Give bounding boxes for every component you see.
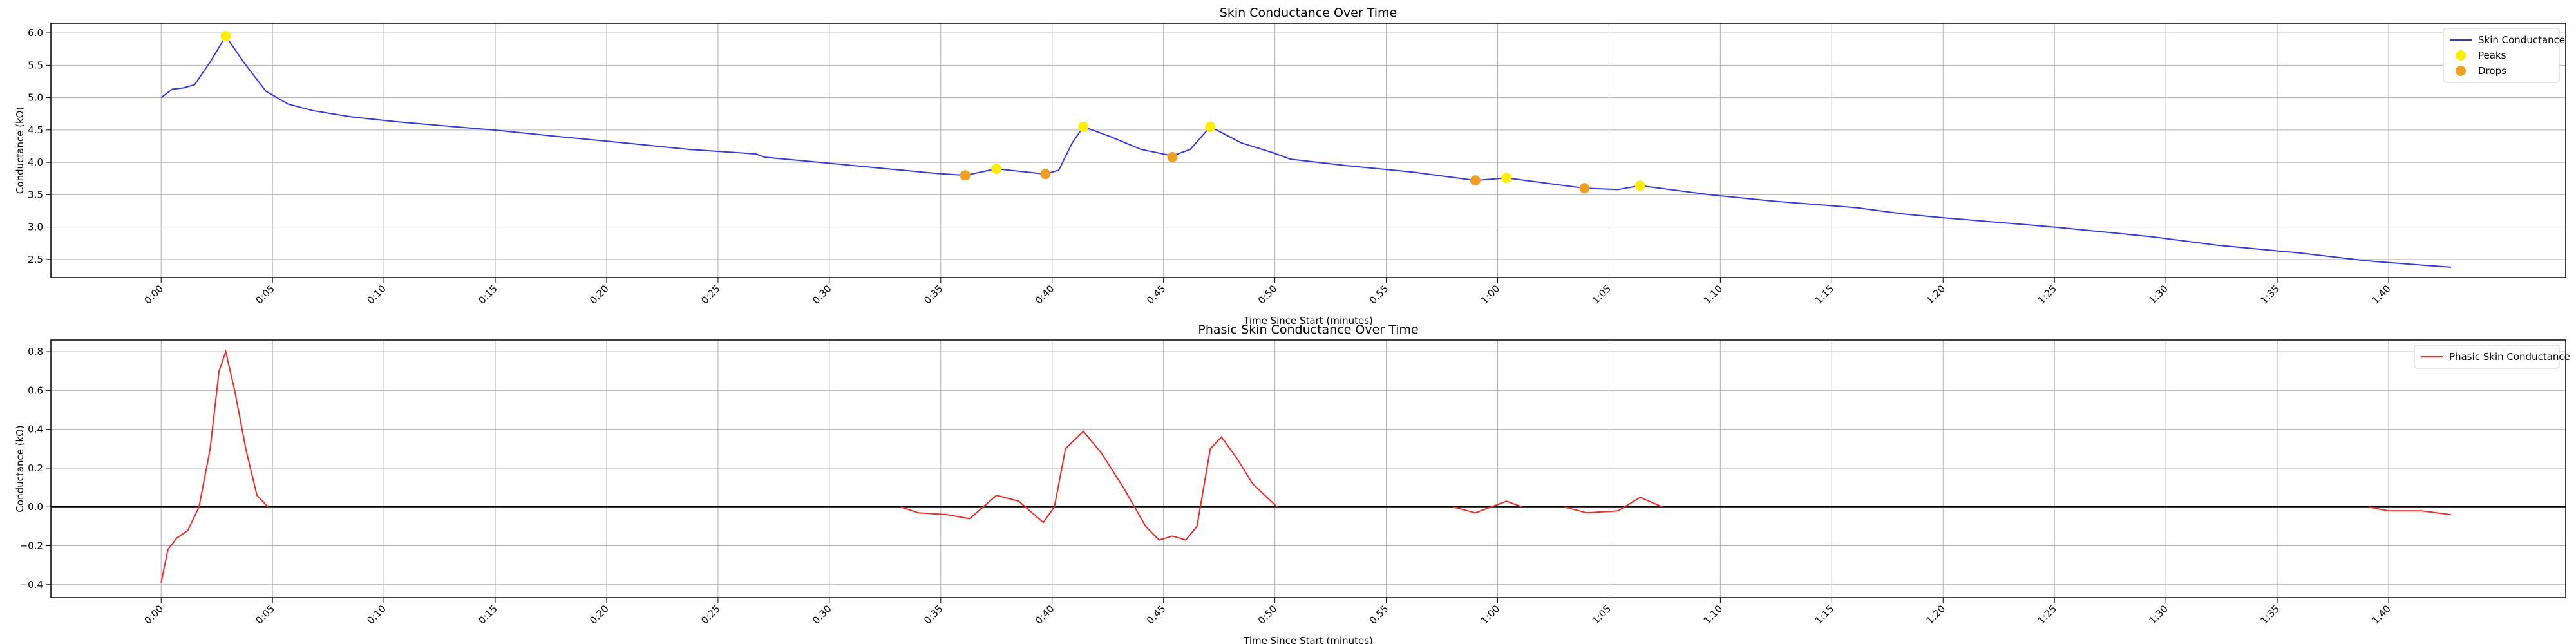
- y-tick-label: 2.5: [28, 254, 43, 265]
- plot-frame: [50, 23, 2566, 278]
- y-tick-label: 0.6: [28, 384, 43, 396]
- y-tick-label: 6.0: [28, 27, 43, 39]
- legend-swatch: [2456, 66, 2466, 76]
- y-tick-label: −0.2: [20, 540, 43, 552]
- chart-title: Phasic Skin Conductance Over Time: [1198, 323, 1418, 337]
- x-tick-label: 0:20: [587, 603, 611, 627]
- point: [1167, 152, 1178, 163]
- x-tick-label: 1:00: [1479, 283, 1502, 307]
- x-tick-label: 1:35: [2258, 283, 2282, 307]
- legend-box: [2414, 345, 2560, 369]
- x-axis-label: Time Since Start (minutes): [1243, 635, 1373, 644]
- legend-box: [2443, 28, 2560, 83]
- x-tick-label: 0:00: [142, 603, 166, 627]
- legend-swatch: [2456, 50, 2466, 61]
- x-tick-label: 1:25: [2035, 603, 2059, 627]
- x-tick-label: 0:40: [1033, 603, 1057, 627]
- x-tick-label: 0:05: [253, 603, 277, 627]
- y-tick-label: 3.0: [28, 222, 43, 233]
- x-tick-label: 0:25: [699, 283, 723, 307]
- y-tick-label: 3.5: [28, 189, 43, 200]
- x-tick-label: 0:45: [1144, 283, 1168, 307]
- y-tick-label: 5.5: [28, 59, 43, 71]
- point: [220, 31, 231, 42]
- x-tick-label: 1:40: [2369, 283, 2393, 307]
- legend-label: Drops: [2478, 65, 2506, 77]
- x-tick-label: 1:30: [2146, 603, 2170, 627]
- x-axis-label: Time Since Start (minutes): [1243, 315, 1373, 327]
- y-tick-label: 0.4: [28, 424, 43, 435]
- x-tick-label: 0:20: [587, 283, 611, 307]
- x-tick-label: 0:30: [810, 603, 834, 627]
- plot-frame: [50, 339, 2566, 598]
- x-tick-label: 0:50: [1256, 603, 1280, 627]
- x-tick-label: 0:55: [1367, 283, 1391, 307]
- x-tick-label: 1:15: [1813, 283, 1837, 307]
- x-tick-label: 1:20: [1924, 283, 1948, 307]
- x-tick-label: 1:05: [1590, 603, 1614, 627]
- legend: Skin Conductance Peaks Drops: [2443, 28, 2565, 83]
- x-tick-label: 0:25: [699, 603, 723, 627]
- line: [160, 349, 2452, 583]
- y-tick-label: 0.0: [28, 501, 43, 513]
- legend: Phasic Skin Conductance: [2414, 345, 2570, 369]
- x-tick-label: 0:15: [476, 283, 500, 307]
- x-tick-label: 1:25: [2035, 283, 2059, 307]
- x-tick-label: 0:35: [922, 603, 945, 627]
- chart-title: Skin Conductance Over Time: [1220, 6, 1397, 20]
- y-tick-label: 5.0: [28, 92, 43, 104]
- legend-label: Peaks: [2478, 50, 2506, 61]
- x-tick-label: 0:30: [810, 283, 834, 307]
- x-tick-label: 0:10: [365, 603, 388, 627]
- y-tick-label: 0.2: [28, 462, 43, 474]
- point: [1078, 121, 1089, 132]
- legend-label: Phasic Skin Conductance: [2449, 351, 2570, 363]
- y-axis-label: Conductance (kΩ): [14, 425, 26, 512]
- x-tick-label: 1:20: [1924, 603, 1948, 627]
- point: [960, 170, 971, 181]
- x-tick-label: 1:10: [1701, 283, 1725, 307]
- point: [1470, 175, 1481, 186]
- x-tick-label: 0:05: [253, 283, 277, 307]
- point: [1579, 183, 1590, 194]
- line: [160, 35, 2451, 268]
- point: [1634, 180, 1645, 191]
- x-tick-label: 1:05: [1590, 283, 1614, 307]
- x-tick-label: 0:00: [142, 283, 166, 307]
- y-tick-label: 4.0: [28, 156, 43, 168]
- x-tick-label: 1:35: [2258, 603, 2282, 627]
- y-tick-label: 0.8: [28, 346, 43, 357]
- x-tick-label: 1:40: [2369, 603, 2393, 627]
- x-tick-label: 0:35: [922, 283, 945, 307]
- x-tick-label: 0:55: [1367, 603, 1391, 627]
- y-tick-label: 4.5: [28, 124, 43, 136]
- x-tick-label: 0:15: [476, 603, 500, 627]
- point: [1205, 121, 1216, 132]
- x-tick-label: 1:30: [2146, 283, 2170, 307]
- legend-label: Skin Conductance: [2478, 34, 2565, 46]
- x-tick-label: 0:10: [365, 283, 388, 307]
- x-tick-label: 0:50: [1256, 283, 1280, 307]
- x-tick-label: 0:40: [1033, 283, 1057, 307]
- point: [1040, 169, 1051, 180]
- x-tick-label: 0:45: [1144, 603, 1168, 627]
- point: [1501, 173, 1512, 184]
- y-axis-label: Conductance (kΩ): [14, 107, 26, 194]
- y-tick-label: −0.4: [20, 579, 43, 591]
- x-tick-label: 1:00: [1479, 603, 1502, 627]
- x-tick-label: 1:10: [1701, 603, 1725, 627]
- point: [991, 164, 1002, 175]
- x-tick-label: 1:15: [1813, 603, 1837, 627]
